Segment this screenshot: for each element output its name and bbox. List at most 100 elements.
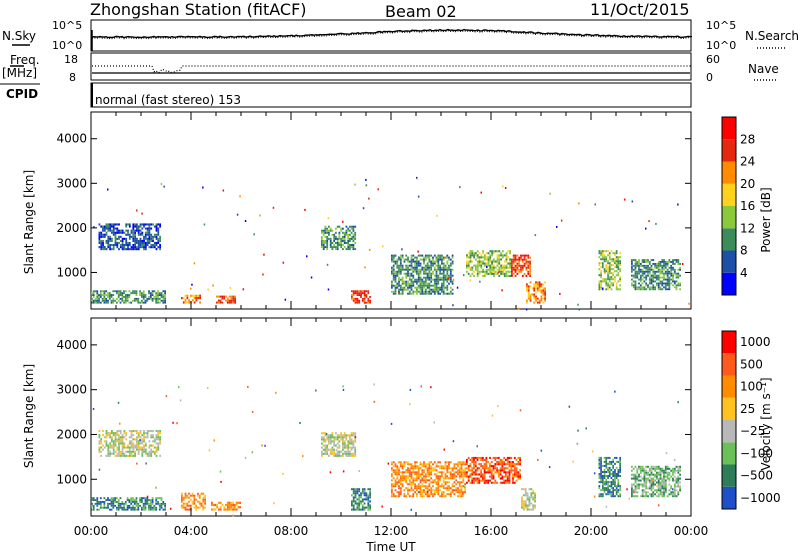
- velocity-cell: [677, 475, 680, 478]
- velocity-cell: [352, 492, 355, 495]
- power-cell: [410, 264, 413, 267]
- velocity-cell: [614, 485, 616, 488]
- velocity-cell: [508, 469, 511, 472]
- power-cell: [441, 266, 443, 269]
- velocity-cell: [405, 461, 408, 464]
- velocity-cell: [605, 475, 608, 477]
- power-cell: [608, 254, 611, 257]
- velocity-cell: [519, 456, 521, 459]
- power-cell: [643, 270, 646, 273]
- velocity-cell: [340, 438, 343, 441]
- velocity-cell: [534, 506, 536, 509]
- velocity-cell: [494, 465, 497, 468]
- power-cell: [439, 266, 441, 269]
- velocity-cell: [195, 498, 198, 501]
- power-cell: [396, 258, 399, 261]
- power-cell: [416, 262, 418, 265]
- velocity-cell: [157, 502, 159, 505]
- power-cell: [659, 263, 662, 265]
- velocity-cell: [430, 477, 433, 480]
- power-cell: [424, 278, 427, 281]
- power-cell: [619, 252, 621, 255]
- power-cell: [645, 274, 648, 277]
- power-cell: [466, 256, 468, 259]
- power-cell: [396, 282, 399, 285]
- velocity-cell: [369, 500, 371, 503]
- power-cell: [634, 286, 637, 289]
- velocity-cell: [607, 456, 609, 459]
- velocity-cell: [92, 497, 95, 500]
- velocity-cell: [233, 508, 236, 511]
- velocity-cell: [631, 489, 633, 492]
- velocity-cell: [112, 501, 115, 503]
- velocity-cell: [600, 475, 602, 477]
- power-cell: [123, 292, 125, 295]
- velocity-colorbar-segment: [722, 442, 736, 465]
- power-cell: [614, 258, 616, 261]
- velocity-cell: [617, 491, 620, 494]
- power-cell: [482, 268, 484, 271]
- power-cell: [399, 292, 402, 295]
- velocity-cell: [638, 467, 640, 470]
- power-cell: [638, 272, 640, 275]
- power-cell: [417, 276, 420, 279]
- velocity-cell: [141, 438, 144, 441]
- power-cell: [153, 244, 156, 247]
- power-cell: [130, 229, 133, 232]
- power-cell: [444, 276, 447, 279]
- power-cell: [527, 291, 530, 294]
- power-cell: [525, 268, 528, 271]
- velocity-cell: [369, 488, 371, 491]
- velocity-cell: [117, 502, 120, 505]
- power-cell: [417, 268, 420, 271]
- power-cell: [610, 260, 613, 263]
- velocity-cell: [92, 499, 95, 501]
- velocity-cell: [451, 467, 454, 470]
- power-cell: [489, 258, 492, 261]
- power-cell: [494, 250, 497, 253]
- power-cell: [414, 256, 416, 259]
- velocity-cell: [363, 506, 366, 509]
- velocity-cell: [96, 502, 99, 505]
- velocity-cell: [335, 438, 337, 441]
- power-cell: [105, 233, 108, 236]
- velocity-cell: [414, 491, 416, 494]
- velocity-cell: [130, 508, 133, 511]
- velocity-cell: [430, 487, 433, 490]
- velocity-cell: [116, 506, 118, 509]
- velocity-cell: [363, 508, 366, 511]
- nsearch-label: N.Search: [745, 29, 799, 43]
- velocity-cell: [458, 469, 461, 472]
- power-cell: [365, 301, 368, 304]
- power-cell: [328, 237, 330, 240]
- power-cell: [144, 244, 147, 247]
- velocity-cell: [410, 487, 413, 490]
- power-cell: [523, 254, 526, 257]
- power-colorbar-segment: [722, 139, 736, 162]
- velocity-cell: [602, 481, 604, 484]
- velocity-cell: [421, 473, 424, 476]
- power-cell: [441, 278, 443, 281]
- power-cell: [234, 295, 236, 298]
- velocity-cell: [391, 483, 393, 486]
- power-cell: [607, 282, 609, 285]
- velocity-cell: [396, 477, 399, 480]
- velocity-cell: [186, 496, 189, 499]
- velocity-cell: [474, 465, 477, 468]
- power-cell: [634, 280, 637, 283]
- power-cell: [612, 264, 614, 267]
- power-cell: [148, 229, 151, 232]
- power-cell: [424, 268, 427, 271]
- power-cell: [656, 278, 658, 281]
- power-cell: [529, 270, 531, 273]
- velocity-cell: [605, 458, 608, 461]
- velocity-cell: [401, 473, 404, 476]
- power-cell: [391, 290, 393, 293]
- velocity-cell: [485, 471, 488, 474]
- velocity-cell: [522, 504, 525, 507]
- velocity-cell: [473, 479, 475, 482]
- velocity-cell: [673, 485, 676, 488]
- velocity-cell: [480, 458, 482, 461]
- velocity-cell: [661, 467, 664, 470]
